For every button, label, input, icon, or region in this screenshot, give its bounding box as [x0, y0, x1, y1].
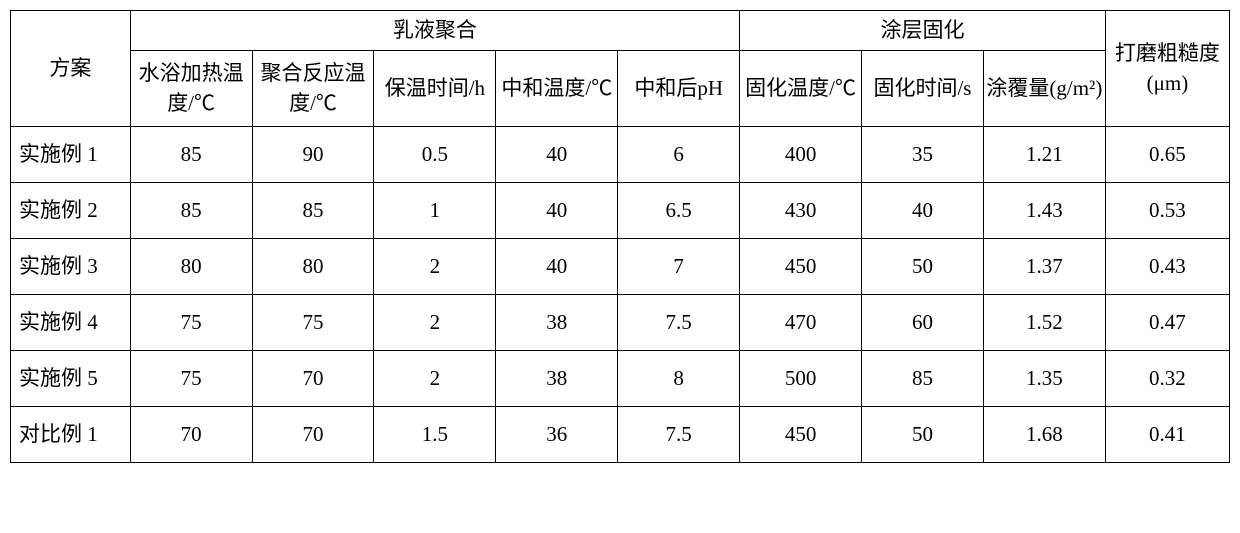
cell: 0.43 [1105, 239, 1229, 295]
table-row: 实施例 575702388500851.350.32 [11, 351, 1230, 407]
cell: 75 [252, 295, 374, 351]
cell: 7 [618, 239, 740, 295]
cell: 90 [252, 127, 374, 183]
table-row: 实施例 285851406.5430401.430.53 [11, 183, 1230, 239]
cell: 450 [740, 239, 862, 295]
cell: 500 [740, 351, 862, 407]
cell: 60 [862, 295, 984, 351]
header-emulsion-3: 中和温度/℃ [496, 51, 618, 127]
cell: 35 [862, 127, 984, 183]
header-coating-0: 固化温度/℃ [740, 51, 862, 127]
cell: 75 [130, 351, 252, 407]
row-label: 对比例 1 [11, 407, 131, 463]
cell: 50 [862, 239, 984, 295]
row-label: 实施例 1 [11, 127, 131, 183]
cell: 85 [252, 183, 374, 239]
cell: 38 [496, 351, 618, 407]
cell: 7.5 [618, 295, 740, 351]
cell: 1.52 [983, 295, 1105, 351]
table-row: 实施例 475752387.5470601.520.47 [11, 295, 1230, 351]
cell: 8 [618, 351, 740, 407]
cell: 470 [740, 295, 862, 351]
cell: 85 [130, 183, 252, 239]
header-emulsion-0: 水浴加热温度/℃ [130, 51, 252, 127]
cell: 0.5 [374, 127, 496, 183]
cell: 80 [130, 239, 252, 295]
cell: 430 [740, 183, 862, 239]
table-body: 实施例 185900.5406400351.210.65实施例 28585140… [11, 127, 1230, 463]
row-label: 实施例 5 [11, 351, 131, 407]
header-coating-1: 固化时间/s [862, 51, 984, 127]
table-header: 方案 乳液聚合 涂层固化 打磨粗糙度(μm) 水浴加热温度/℃ 聚合反应温度/℃… [11, 11, 1230, 127]
cell: 0.41 [1105, 407, 1229, 463]
cell: 6.5 [618, 183, 740, 239]
cell: 1.35 [983, 351, 1105, 407]
row-label: 实施例 4 [11, 295, 131, 351]
table-row: 实施例 380802407450501.370.43 [11, 239, 1230, 295]
header-emulsion-1: 聚合反应温度/℃ [252, 51, 374, 127]
cell: 1.68 [983, 407, 1105, 463]
cell: 85 [862, 351, 984, 407]
cell: 40 [496, 183, 618, 239]
table-row: 实施例 185900.5406400351.210.65 [11, 127, 1230, 183]
cell: 70 [252, 407, 374, 463]
cell: 70 [252, 351, 374, 407]
cell: 1.5 [374, 407, 496, 463]
cell: 75 [130, 295, 252, 351]
cell: 40 [496, 239, 618, 295]
cell: 1.21 [983, 127, 1105, 183]
cell: 400 [740, 127, 862, 183]
header-group-coating: 涂层固化 [740, 11, 1106, 51]
header-coating-2: 涂覆量(g/m²) [983, 51, 1105, 127]
cell: 0.65 [1105, 127, 1229, 183]
cell: 450 [740, 407, 862, 463]
cell: 85 [130, 127, 252, 183]
cell: 2 [374, 295, 496, 351]
parameters-table: 方案 乳液聚合 涂层固化 打磨粗糙度(μm) 水浴加热温度/℃ 聚合反应温度/℃… [10, 10, 1230, 463]
cell: 2 [374, 239, 496, 295]
cell: 70 [130, 407, 252, 463]
header-roughness: 打磨粗糙度(μm) [1105, 11, 1229, 127]
cell: 0.47 [1105, 295, 1229, 351]
cell: 1.37 [983, 239, 1105, 295]
row-label: 实施例 3 [11, 239, 131, 295]
cell: 0.53 [1105, 183, 1229, 239]
cell: 0.32 [1105, 351, 1229, 407]
cell: 40 [862, 183, 984, 239]
row-label: 实施例 2 [11, 183, 131, 239]
cell: 1.43 [983, 183, 1105, 239]
header-emulsion-4: 中和后pH [618, 51, 740, 127]
cell: 80 [252, 239, 374, 295]
cell: 1 [374, 183, 496, 239]
cell: 40 [496, 127, 618, 183]
table-row: 对比例 170701.5367.5450501.680.41 [11, 407, 1230, 463]
cell: 6 [618, 127, 740, 183]
header-group-emulsion: 乳液聚合 [130, 11, 739, 51]
cell: 2 [374, 351, 496, 407]
cell: 50 [862, 407, 984, 463]
header-scheme: 方案 [11, 11, 131, 127]
cell: 7.5 [618, 407, 740, 463]
header-emulsion-2: 保温时间/h [374, 51, 496, 127]
cell: 38 [496, 295, 618, 351]
cell: 36 [496, 407, 618, 463]
